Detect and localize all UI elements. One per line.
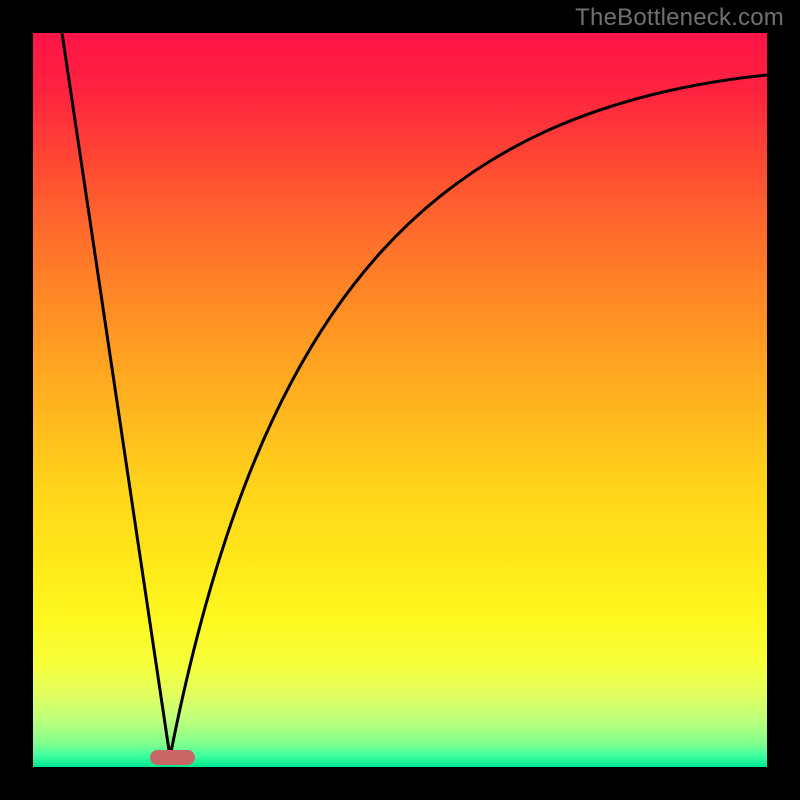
plot-gradient-background: [33, 33, 767, 767]
chart-container: TheBottleneck.com: [0, 0, 800, 800]
watermark-text: TheBottleneck.com: [575, 4, 784, 32]
vertex-marker: [150, 750, 195, 765]
